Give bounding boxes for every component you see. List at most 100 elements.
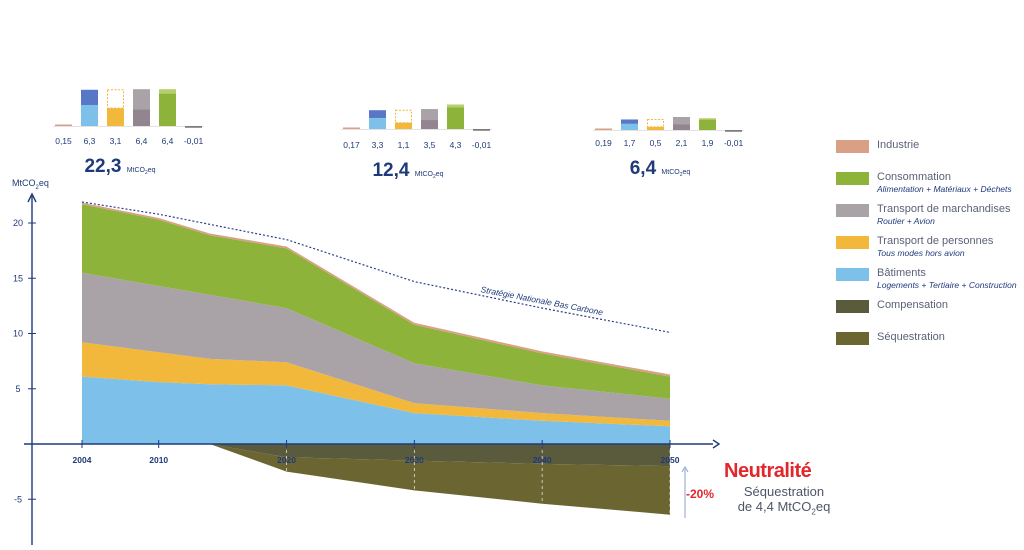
- legend-sublabel: Logements + Tertiaire + Construction: [877, 280, 1017, 290]
- bar-consommation-upper: [699, 118, 716, 120]
- bar-value-label: -0,01: [472, 140, 492, 150]
- bar-chart-2004: 0,15 6,3 3,1 6,4 6,4 -0,01 22,3 MtCO2eq: [53, 89, 204, 177]
- bar-value-label: 3,3: [372, 140, 384, 150]
- x-tick-label: 2030: [405, 455, 424, 465]
- y-tick-label: -5: [14, 494, 22, 504]
- bar-consommation: [447, 107, 464, 129]
- legend-item-batiments: Bâtiments Logements + Tertiaire + Constru…: [836, 267, 1022, 299]
- bar-value-label: 2,1: [676, 138, 688, 148]
- legend-item-compensation: Compensation: [836, 299, 1022, 331]
- bar-value-label: -0,01: [724, 138, 744, 148]
- legend-label-text: Industrie: [877, 139, 920, 151]
- bar-value-label: 3,1: [110, 136, 122, 146]
- bar-value-label: 6,4: [136, 136, 148, 146]
- reduction-percent: -20%: [686, 487, 715, 501]
- bar-value-label: 6,3: [84, 136, 96, 146]
- snbc-line: [81, 201, 671, 333]
- legend-item-sequestration: Séquestration: [836, 331, 1022, 363]
- area-sequestration: [82, 444, 670, 515]
- bar-transport-personnes: [107, 108, 124, 126]
- legend-swatch: [836, 140, 869, 153]
- bar-marchandises: [673, 116, 690, 125]
- x-tick-label: 2004: [73, 455, 92, 465]
- bar-value-label: 6,4: [162, 136, 174, 146]
- bar-consommation: [699, 119, 716, 130]
- x-tick-label: 2020: [277, 455, 296, 465]
- bar-consommation-upper: [159, 89, 176, 94]
- legend-label: Consommation Alimentation + Matériaux + D…: [877, 171, 1012, 195]
- bar-value-label: 0,19: [595, 138, 612, 148]
- legend-label: Transport de personnes Tous modes hors av…: [877, 235, 993, 259]
- bar-industrie: [55, 124, 72, 126]
- y-tick-label: 20: [13, 218, 23, 228]
- legend-swatch: [836, 236, 869, 249]
- bar-value-label: 0,15: [55, 136, 72, 146]
- bar-transport-outline: [395, 109, 412, 124]
- legend-item-transport_marchandises: Transport de marchandises Routier + Avion: [836, 203, 1022, 235]
- bar-transport-personnes: [395, 122, 412, 129]
- legend-label: Transport de marchandises Routier + Avion: [877, 203, 1011, 227]
- snbc-label: Stratégie Nationale Bas Carbone: [480, 284, 604, 317]
- legend-item-consommation: Consommation Alimentation + Matériaux + D…: [836, 171, 1022, 203]
- bar-batiments: [621, 123, 638, 130]
- legend-label-text: Consommation: [877, 171, 951, 183]
- sequestration-note-line1: Séquestration: [743, 484, 825, 499]
- y-axis-arrow: [27, 192, 37, 203]
- reduction-arrow-head: [681, 466, 689, 473]
- x-tick-label: 2040: [533, 455, 552, 465]
- legend-label: Industrie: [877, 139, 919, 152]
- legend-swatch: [836, 300, 869, 313]
- bar-value-label: 4,3: [450, 140, 462, 150]
- legend-label-text: Transport de personnes: [877, 235, 994, 247]
- bar-chart-2030: 0,17 3,3 1,1 3,5 4,3 -0,01 12,4 MtCO2eq: [341, 104, 492, 181]
- bar-transport-outline: [647, 118, 664, 128]
- bar-industrie: [595, 128, 612, 130]
- legend-sublabel: Routier + Avion: [877, 216, 935, 226]
- legend-label: Compensation: [877, 299, 948, 312]
- legend-swatch: [836, 204, 869, 217]
- bar-marchandises-lower: [673, 124, 690, 130]
- bar-total-2050: 6,4 MtCO2eq: [630, 158, 691, 179]
- chart-legend: Industrie Consommation Alimentation + Maté…: [836, 139, 1022, 363]
- bar-industrie: [343, 127, 360, 129]
- legend-sublabel: Tous modes hors avion: [877, 248, 965, 258]
- legend-swatch: [836, 172, 869, 185]
- bar-total-2004: 22,3 MtCO2eq: [84, 156, 155, 177]
- bar-total-2030: 12,4 MtCO2eq: [372, 160, 443, 181]
- sequestration-note-sub: 2: [811, 507, 816, 517]
- legend-swatch: [836, 268, 869, 281]
- bar-marchandises: [133, 89, 150, 110]
- bar-value-label: 0,17: [343, 140, 360, 150]
- bar-batiments-upper: [81, 89, 98, 105]
- legend-label-text: Transport de marchandises: [877, 203, 1011, 215]
- area-compensation: [82, 444, 670, 467]
- bar-marchandises-lower: [421, 120, 438, 129]
- bar-value-label: -0,01: [184, 136, 204, 146]
- bar-transport-personnes: [647, 126, 664, 130]
- area-transport_marchandises: [82, 272, 670, 421]
- legend-label-text: Compensation: [877, 299, 948, 311]
- legend-label: Bâtiments Logements + Tertiaire + Constru…: [877, 267, 1017, 291]
- y-tick-label: 15: [13, 273, 23, 283]
- bar-transport-outline: [107, 89, 124, 109]
- legend-item-transport_personnes: Transport de personnes Tous modes hors av…: [836, 235, 1022, 267]
- x-tick-label: 2010: [149, 455, 168, 465]
- y-tick-label: 10: [13, 329, 23, 339]
- sequestration-note: Séquestration de 4,4 MtCO2eq: [734, 484, 834, 520]
- bar-value-label: 1,7: [624, 138, 636, 148]
- bar-value-label: 0,5: [650, 138, 662, 148]
- bar-batiments: [81, 104, 98, 126]
- y-tick-label: 5: [15, 384, 20, 394]
- bar-batiments-upper: [369, 110, 386, 119]
- legend-label-text: Séquestration: [877, 331, 945, 343]
- bar-value-label: 1,1: [398, 140, 410, 150]
- bar-value-label: 1,9: [702, 138, 714, 148]
- area-transport_personnes: [82, 342, 670, 427]
- area-batiments: [82, 376, 670, 444]
- legend-swatch: [836, 332, 869, 345]
- sequestration-note-end: eq: [815, 499, 831, 514]
- bar-marchandises-lower: [133, 109, 150, 126]
- legend-label: Séquestration: [877, 331, 945, 344]
- neutralite-title: Neutralité: [724, 460, 812, 482]
